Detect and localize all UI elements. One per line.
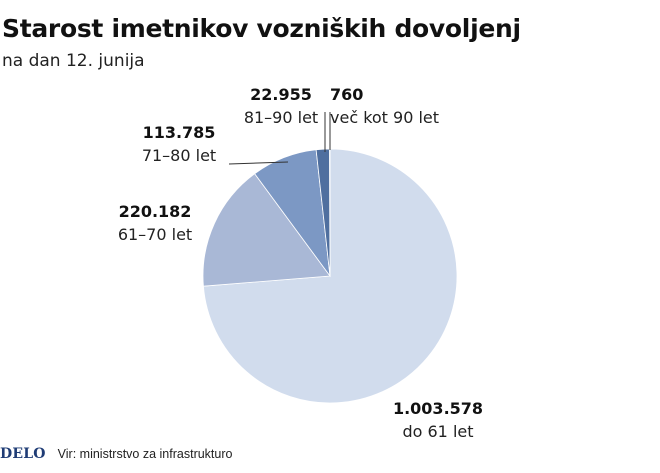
slice-category-label: do 61 let bbox=[402, 422, 473, 441]
leader-line bbox=[228, 161, 289, 165]
slice-value-label: 113.785 bbox=[143, 123, 216, 142]
slice-value-label: 22.955 bbox=[250, 85, 312, 104]
delo-logo: DELO bbox=[0, 446, 46, 462]
footer: DELO Vir: ministrstvo za infrastrukturo bbox=[0, 446, 232, 464]
pie-slices bbox=[202, 148, 458, 404]
pie-slice bbox=[202, 173, 331, 287]
slice-category-label: 61–70 let bbox=[118, 225, 192, 244]
slice-value-label: 1.003.578 bbox=[393, 399, 483, 418]
chart-subtitle: na dan 12. junija bbox=[2, 51, 145, 71]
slice-value-label: 220.182 bbox=[119, 202, 192, 221]
slice-category-label: 71–80 let bbox=[142, 146, 216, 165]
slice-category-label: več kot 90 let bbox=[330, 108, 439, 127]
slice-value-label: 760 bbox=[330, 85, 363, 104]
source-note: Vir: ministrstvo za infrastrukturo bbox=[57, 447, 233, 461]
leader-lines bbox=[228, 112, 331, 165]
slice-labels: 1.003.578 do 61 let 220.182 61–70 let 113.78… bbox=[118, 85, 483, 441]
chart-title: Starost imetnikov vozniških dovoljenj bbox=[2, 14, 521, 43]
slice-category-label: 81–90 let bbox=[244, 108, 318, 127]
